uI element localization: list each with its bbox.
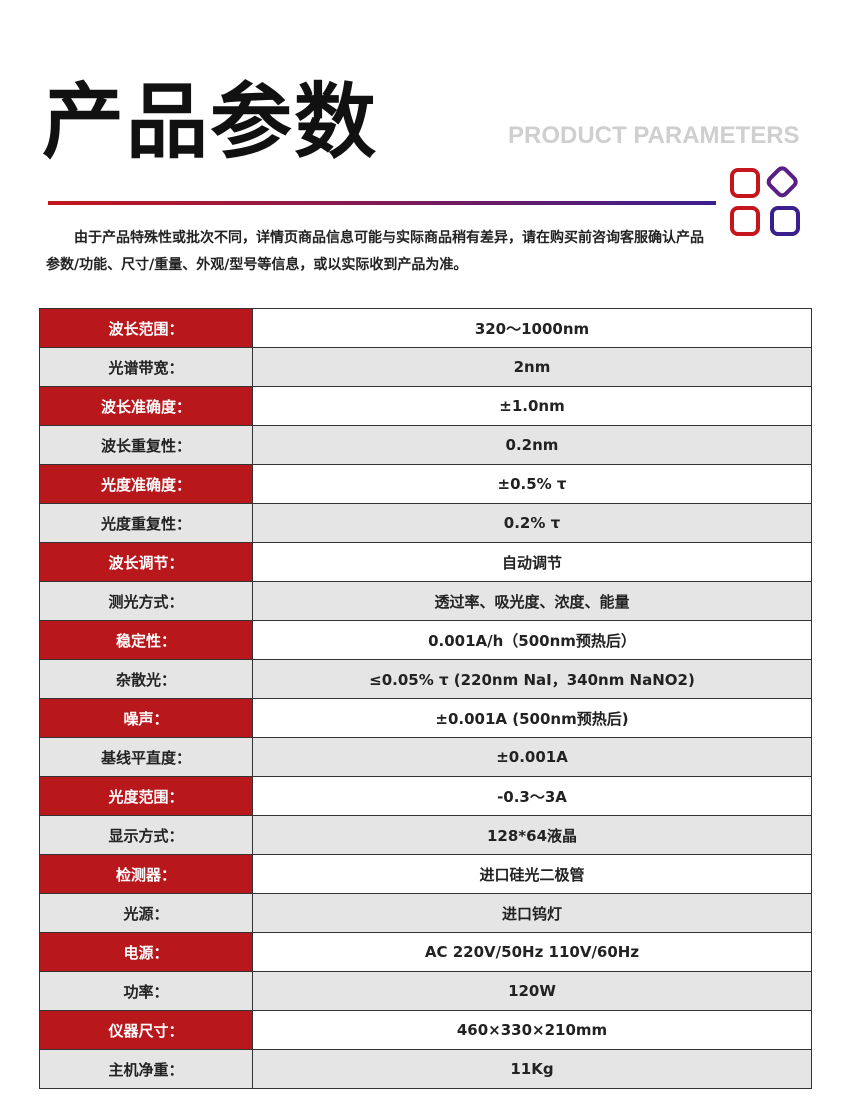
param-name: 显示方式：: [39, 815, 253, 855]
param-name: 光度范围：: [39, 776, 253, 816]
table-row: 光度范围： -0.3～3A: [39, 776, 812, 816]
table-row: 光度重复性： 0.2% τ: [39, 503, 812, 543]
param-value: 进口硅光二极管: [252, 854, 812, 894]
param-value: 11Kg: [252, 1049, 812, 1089]
table-row: 主机净重： 11Kg: [39, 1049, 812, 1089]
param-name: 噪声：: [39, 698, 253, 738]
param-name: 波长范围：: [39, 308, 253, 348]
table-row: 光谱带宽： 2nm: [39, 347, 812, 387]
table-row: 波长重复性： 0.2nm: [39, 425, 812, 465]
table-row: 波长范围： 320～1000nm: [39, 308, 812, 348]
param-name: 仪器尺寸：: [39, 1010, 253, 1050]
param-value: 460×330×210mm: [252, 1010, 812, 1050]
param-name: 波长调节：: [39, 542, 253, 582]
param-name: 光谱带宽：: [39, 347, 253, 387]
table-row: 波长准确度： ±1.0nm: [39, 386, 812, 426]
param-name: 检测器：: [39, 854, 253, 894]
note: 由于产品特殊性或批次不同，详情页商品信息可能与实际商品稍有差异，请在购买前咨询客…: [46, 230, 704, 273]
table-row: 稳定性： 0.001A/h（500nm预热后）: [39, 620, 812, 660]
param-value: ≤0.05% τ (220nm NaI，340nm NaNO2): [252, 659, 812, 699]
param-value: ±1.0nm: [252, 386, 812, 426]
param-value: 自动调节: [252, 542, 812, 582]
table-row: 测光方式： 透过率、吸光度、浓度、能量: [39, 581, 812, 621]
icon-square: [730, 168, 760, 198]
icon-square: [770, 206, 800, 236]
icon-square: [730, 206, 760, 236]
table-row: 杂散光： ≤0.05% τ (220nm NaI，340nm NaNO2): [39, 659, 812, 699]
table-row: 仪器尺寸： 460×330×210mm: [39, 1010, 812, 1050]
param-name: 光度准确度：: [39, 464, 253, 504]
param-name: 测光方式：: [39, 581, 253, 621]
spec-table: 波长范围： 320～1000nm 光谱带宽： 2nm 波长准确度： ±1.0nm 波长重复性…: [39, 308, 812, 1089]
icon-diamond: [766, 166, 798, 198]
param-value: ±0.5% τ: [252, 464, 812, 504]
param-value: 0.2nm: [252, 425, 812, 465]
table-row: 波长调节： 自动调节: [39, 542, 812, 582]
param-value: 进口钨灯: [252, 893, 812, 933]
table-row: 检测器： 进口硅光二极管: [39, 854, 812, 894]
param-value: 320～1000nm: [252, 308, 812, 348]
param-name: 功率：: [39, 971, 253, 1011]
param-value: 128*64液晶: [252, 815, 812, 855]
param-value: 120W: [252, 971, 812, 1011]
table-row: 噪声： ±0.001A (500nm预热后): [39, 698, 812, 738]
param-name: 波长重复性：: [39, 425, 253, 465]
param-value: -0.3～3A: [252, 776, 812, 816]
param-name: 光度重复性：: [39, 503, 253, 543]
divider: [48, 201, 716, 205]
param-value: 透过率、吸光度、浓度、能量: [252, 581, 812, 621]
param-name: 光源：: [39, 893, 253, 933]
param-value: ±0.001A: [252, 737, 812, 777]
param-name: 波长准确度：: [39, 386, 253, 426]
param-value: ±0.001A (500nm预热后): [252, 698, 812, 738]
icon: [730, 166, 800, 236]
param-name: 基线平直度：: [39, 737, 253, 777]
param-value: 2nm: [252, 347, 812, 387]
param-name: 电源：: [39, 932, 253, 972]
title: 产品参数: [42, 75, 379, 170]
table-row: 功率： 120W: [39, 971, 812, 1011]
table-row: 电源： AC 220V/50Hz 110V/60Hz: [39, 932, 812, 972]
table-row: 基线平直度： ±0.001A: [39, 737, 812, 777]
param-value: 0.001A/h（500nm预热后）: [252, 620, 812, 660]
param-value: AC 220V/50Hz 110V/60Hz: [252, 932, 812, 972]
param-name: 稳定性：: [39, 620, 253, 660]
param-value: 0.2% τ: [252, 503, 812, 543]
table-row: 光度准确度： ±0.5% τ: [39, 464, 812, 504]
table-row: 显示方式： 128*64液晶: [39, 815, 812, 855]
table-row: 光源： 进口钨灯: [39, 893, 812, 933]
param-name: 杂散光：: [39, 659, 253, 699]
param-name: 主机净重：: [39, 1049, 253, 1089]
subtitle: PRODUCT PARAMETERS: [508, 122, 800, 149]
